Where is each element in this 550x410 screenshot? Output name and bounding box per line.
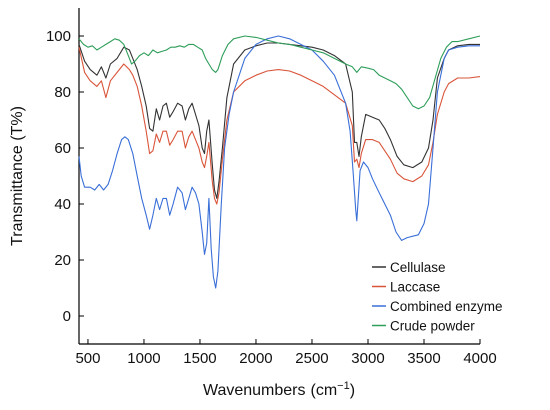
x-tick-label: 2500 xyxy=(295,350,328,367)
plot-area xyxy=(78,8,480,345)
x-tick-label: 500 xyxy=(75,350,100,367)
series-line-laccase xyxy=(78,47,481,205)
x-tick-label: 4000 xyxy=(463,350,496,367)
legend-label: Laccase xyxy=(390,280,440,295)
y-tick-label: 0 xyxy=(63,308,71,325)
x-tick-label: 3000 xyxy=(351,350,384,367)
x-tick-label: 2000 xyxy=(239,350,272,367)
y-ticks: 0 20 40 60 80 100 xyxy=(46,28,84,325)
series-line-crude-powder xyxy=(78,35,481,110)
legend-label: Cellulase xyxy=(390,260,446,275)
x-axis-title: Wavenumbers (cm−1) xyxy=(203,380,355,399)
x-axis-title-exponent: −1 xyxy=(337,380,350,392)
x-axis-title-close: ) xyxy=(350,382,355,399)
y-axis-title: Transmittance (T%) xyxy=(9,106,26,246)
legend: Cellulase Laccase Combined enzyme Crude pow… xyxy=(372,260,503,334)
series-line-cellulase xyxy=(78,42,480,199)
x-tick-label: 3500 xyxy=(407,350,440,367)
series-line-combined-enzyme xyxy=(78,35,480,289)
y-tick-label: 60 xyxy=(54,140,71,157)
x-axis-title-unit: (cm xyxy=(311,382,338,399)
y-tick-label: 80 xyxy=(54,84,71,101)
y-tick-label: 100 xyxy=(46,28,71,45)
x-tick-label: 1000 xyxy=(127,350,160,367)
x-tick-label: 1500 xyxy=(183,350,216,367)
series-lines xyxy=(78,35,481,289)
legend-label: Combined enzyme xyxy=(390,299,503,314)
y-tick-label: 20 xyxy=(54,252,71,269)
y-tick-label: 40 xyxy=(54,196,71,213)
x-ticks: 500 1000 1500 2000 2500 3000 3500 4000 xyxy=(75,339,497,367)
x-axis-title-main: Wavenumbers xyxy=(203,382,306,399)
legend-label: Crude powder xyxy=(390,319,475,334)
